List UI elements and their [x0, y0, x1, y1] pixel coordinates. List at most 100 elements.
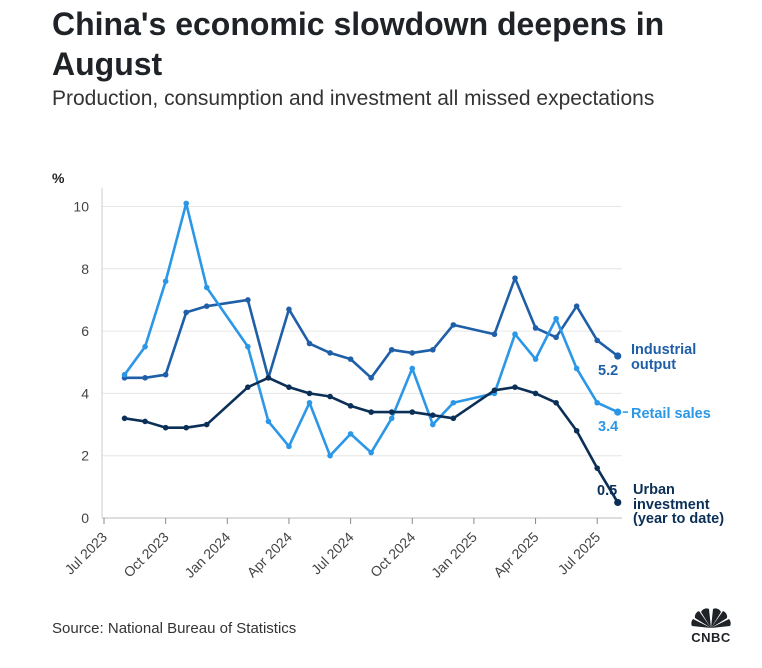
data-point-retail [265, 418, 272, 425]
data-point-retail [121, 371, 128, 378]
series-label-retail: Retail sales [631, 406, 711, 422]
data-point-urban [553, 399, 559, 406]
data-point-urban [532, 390, 539, 397]
series-label-urban: Urban [633, 482, 675, 498]
chart-title: China's economic slowdown deepens in Aug… [52, 6, 665, 82]
cnbc-logo-text: CNBC [691, 630, 731, 645]
data-point-retail [245, 343, 251, 350]
x-tick-label: Jan 2024 [181, 529, 233, 581]
data-point-industrial [162, 371, 169, 378]
data-point-urban [306, 390, 313, 397]
x-tick-label: Jan 2025 [428, 529, 480, 581]
data-point-urban [614, 498, 622, 507]
series-label-industrial: Industrial [631, 342, 696, 358]
data-point-urban [203, 421, 210, 428]
data-point-urban [450, 415, 457, 422]
data-point-urban [142, 418, 148, 425]
data-point-industrial [245, 297, 251, 303]
data-point-retail [532, 356, 539, 362]
y-tick-label: 0 [81, 510, 89, 526]
data-point-retail [409, 365, 416, 372]
x-tick-label: Jul 2024 [308, 529, 357, 578]
data-point-industrial [512, 275, 518, 281]
series-layer [121, 200, 622, 507]
data-point-urban [286, 384, 292, 390]
data-point-industrial [142, 375, 148, 381]
data-point-urban [183, 424, 189, 431]
data-point-industrial [614, 352, 622, 360]
data-point-retail [327, 452, 333, 459]
data-point-retail [306, 399, 313, 406]
y-tick-label: 4 [81, 385, 89, 401]
series-label-urban: investment [633, 497, 710, 513]
series-line-urban [123, 376, 620, 504]
data-point-urban [347, 403, 354, 409]
data-point-retail [162, 278, 169, 285]
data-point-industrial [532, 325, 539, 331]
data-point-urban [573, 427, 580, 434]
x-tick-label: Oct 2024 [367, 529, 419, 581]
x-tick-label: Jul 2023 [61, 529, 110, 578]
data-point-industrial [491, 331, 498, 338]
chart-subtitle: Production, consumption and investment a… [52, 87, 655, 110]
y-tick-label: 6 [81, 323, 89, 339]
series-label-industrial: output [631, 357, 676, 373]
data-point-retail [142, 343, 148, 350]
data-point-industrial [368, 375, 374, 381]
data-point-industrial [594, 337, 600, 344]
data-point-urban [512, 384, 518, 390]
data-point-industrial [306, 340, 313, 347]
data-point-industrial [388, 346, 395, 353]
end-value-label-urban: 0.5 [597, 483, 617, 499]
data-point-urban [491, 387, 498, 394]
data-point-industrial [327, 350, 333, 356]
data-point-urban [368, 409, 374, 415]
grid-layer [102, 206, 622, 519]
data-point-industrial [430, 346, 436, 353]
data-point-retail [368, 449, 374, 456]
end-value-label-retail: 3.4 [598, 419, 618, 435]
data-point-urban [162, 424, 169, 431]
data-point-retail [183, 200, 189, 207]
data-point-retail [430, 421, 436, 428]
data-point-urban [594, 465, 600, 471]
data-point-industrial [286, 306, 292, 313]
data-point-industrial [553, 334, 559, 341]
data-point-retail [594, 399, 600, 406]
data-point-urban [121, 415, 128, 422]
series-line-industrial [123, 276, 620, 380]
end-value-label-industrial: 5.2 [598, 363, 618, 379]
data-point-retail [553, 315, 559, 322]
data-point-industrial [409, 350, 416, 356]
series-line-retail [123, 202, 620, 458]
y-tick-label: 10 [73, 199, 89, 215]
data-point-retail [614, 408, 622, 416]
data-point-retail [286, 443, 292, 450]
x-tick-label: Oct 2023 [120, 529, 172, 581]
x-tick-label: Apr 2025 [490, 529, 542, 581]
data-point-retail [512, 331, 518, 338]
data-point-urban [388, 409, 395, 415]
data-point-urban [430, 412, 436, 419]
cnbc-peacock-logo-icon [691, 608, 731, 628]
series-label-urban: (year to date) [633, 511, 724, 527]
y-axis-unit-label: % [52, 170, 65, 186]
data-point-urban [327, 393, 333, 400]
data-point-urban [409, 409, 416, 415]
y-tick-label: 2 [81, 448, 89, 464]
data-point-urban [265, 375, 272, 381]
data-point-industrial [203, 303, 210, 309]
data-point-retail [450, 399, 457, 406]
y-tick-label: 8 [81, 261, 89, 277]
data-point-retail [573, 365, 580, 372]
x-tick-label: Jul 2025 [555, 529, 604, 578]
data-point-urban [245, 384, 251, 390]
data-point-retail [347, 431, 354, 437]
x-tick-label: Apr 2024 [244, 529, 296, 581]
data-point-industrial [573, 303, 580, 309]
source-note: Source: National Bureau of Statistics [52, 620, 297, 637]
data-point-industrial [183, 309, 189, 316]
